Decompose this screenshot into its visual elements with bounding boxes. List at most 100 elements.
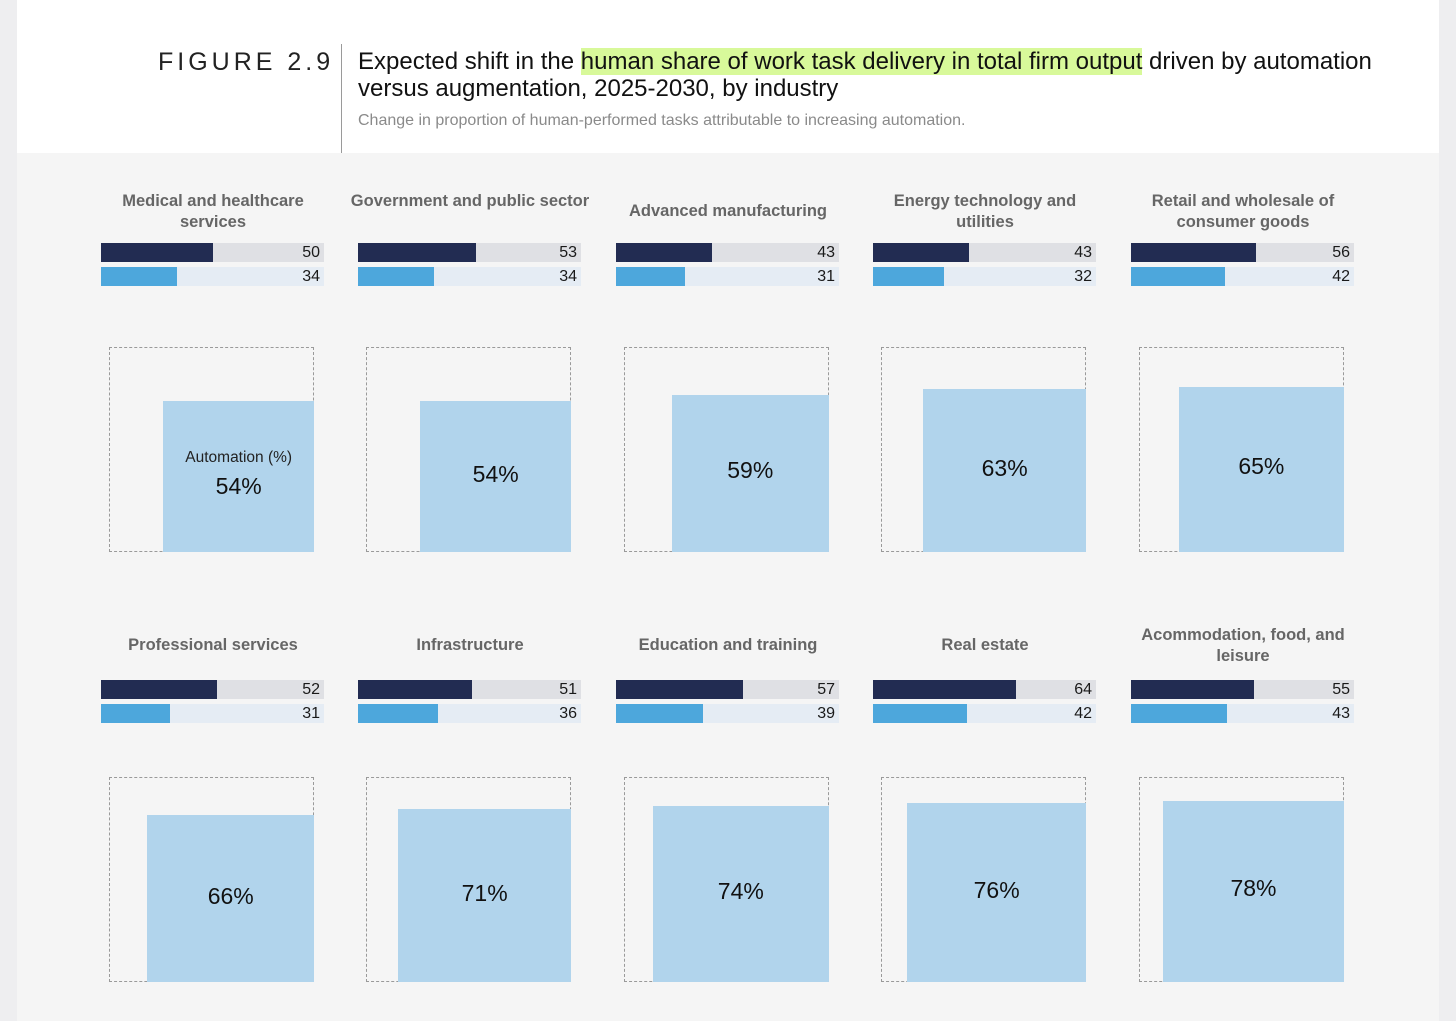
title-part-pre: Expected shift in the <box>358 48 581 75</box>
bar-dark <box>101 680 217 699</box>
automation-box-outline: 74% <box>624 777 829 982</box>
bar-light <box>1131 267 1225 286</box>
automation-box-outline: Automation (%) 54% <box>109 347 314 552</box>
figure-subtitle: Change in proportion of human-performed … <box>358 112 966 129</box>
bar-track-dark: 43 <box>616 243 839 262</box>
title-part-post: driven by automation versus augmentation… <box>358 48 1372 102</box>
bar-value-dark: 43 <box>817 244 835 261</box>
bar-track-light: 31 <box>101 704 324 723</box>
bar-track-dark: 55 <box>1131 680 1354 699</box>
panel-title: Medical and healthcare services <box>122 192 304 231</box>
bar-track-dark: 64 <box>873 680 1096 699</box>
bar-dark <box>1131 243 1256 262</box>
bar-track-dark: 43 <box>873 243 1096 262</box>
bar-value-dark: 55 <box>1332 681 1350 698</box>
automation-square: Automation (%) 54% <box>163 401 314 552</box>
automation-percent: 74% <box>717 877 764 904</box>
bar-track-dark: 53 <box>358 243 581 262</box>
automation-square: 78% <box>1162 800 1344 982</box>
bar-value-light: 32 <box>1074 268 1092 285</box>
chart-grid: Medical and healthcare services 50 34 Autom… <box>17 153 1439 1021</box>
report-page: FIGURE 2.9 Expected shift in the human s… <box>17 0 1439 1021</box>
bar-track-light: 34 <box>358 267 581 286</box>
bar-light <box>101 704 171 723</box>
bar-track-dark: 57 <box>616 680 839 699</box>
bar-track-light: 32 <box>873 267 1096 286</box>
automation-square: 65% <box>1178 386 1344 552</box>
bar-value-light: 31 <box>302 705 320 722</box>
automation-percent: 78% <box>1230 875 1277 902</box>
bar-track-light: 39 <box>616 704 839 723</box>
bar-value-light: 34 <box>302 268 320 285</box>
automation-box-outline: 65% <box>1139 347 1344 552</box>
panel-title: Retail and wholesale of consumer goods <box>1151 192 1335 231</box>
panel-title: Real estate <box>941 636 1029 654</box>
bar-dark <box>1131 680 1254 699</box>
automation-square: 66% <box>147 815 314 982</box>
bar-track-light: 34 <box>101 267 324 286</box>
panel-title: Professional services <box>128 636 298 654</box>
bar-light <box>616 704 703 723</box>
automation-square: 74% <box>652 805 829 982</box>
bar-value-dark: 56 <box>1332 244 1350 261</box>
bar-value-dark: 43 <box>1074 244 1092 261</box>
automation-square: 63% <box>923 389 1086 552</box>
bar-value-dark: 50 <box>302 244 320 261</box>
bar-track-light: 43 <box>1131 704 1354 723</box>
panel-title: Government and public sector <box>350 192 590 210</box>
automation-square: 59% <box>671 394 829 552</box>
bar-dark <box>358 680 472 699</box>
bar-dark <box>873 680 1016 699</box>
automation-percent: 54% <box>215 472 262 499</box>
automation-percent: 63% <box>981 454 1028 481</box>
bar-track-dark: 56 <box>1131 243 1354 262</box>
automation-percent: 59% <box>727 457 774 484</box>
bar-light <box>616 267 686 286</box>
bar-value-light: 31 <box>817 268 835 285</box>
header-divider <box>341 44 342 154</box>
panel-title: Education and training <box>638 636 818 654</box>
bar-value-light: 36 <box>559 705 577 722</box>
title-highlight: human share of work task delivery in tot… <box>580 48 1143 75</box>
bar-value-light: 42 <box>1074 705 1092 722</box>
figure-label: FIGURE 2.9 <box>158 48 335 76</box>
bar-light <box>873 267 945 286</box>
bar-track-dark: 52 <box>101 680 324 699</box>
automation-percent: 54% <box>472 460 519 487</box>
automation-percent: 71% <box>461 879 508 906</box>
bar-light <box>101 267 177 286</box>
bar-track-light: 42 <box>873 704 1096 723</box>
bar-dark <box>101 243 213 262</box>
figure-title: Expected shift in the human share of wor… <box>358 48 1398 102</box>
panel-title: Infrastructure <box>416 636 524 654</box>
automation-square: 76% <box>907 803 1086 982</box>
bar-value-dark: 64 <box>1074 681 1092 698</box>
bar-dark <box>358 243 477 262</box>
automation-square: 54% <box>420 401 571 552</box>
automation-square: 71% <box>398 809 571 982</box>
automation-percent: 76% <box>973 876 1020 903</box>
bar-dark <box>616 680 744 699</box>
bar-value-light: 39 <box>817 705 835 722</box>
bar-track-dark: 51 <box>358 680 581 699</box>
bar-light <box>873 704 967 723</box>
bar-light <box>358 704 439 723</box>
panel-title: Advanced manufacturing <box>628 202 828 220</box>
automation-percent: 66% <box>207 882 254 909</box>
bar-dark <box>873 243 969 262</box>
bar-track-light: 36 <box>358 704 581 723</box>
bar-value-light: 34 <box>559 268 577 285</box>
automation-box-outline: 54% <box>366 347 571 552</box>
bar-light <box>1131 704 1227 723</box>
bar-track-light: 31 <box>616 267 839 286</box>
bar-light <box>358 267 434 286</box>
bar-dark <box>616 243 712 262</box>
panel-title: Energy technology and utilities <box>893 192 1077 231</box>
bar-value-dark: 52 <box>302 681 320 698</box>
panel-title: Acommodation, food, and leisure <box>1141 626 1345 665</box>
bar-track-light: 42 <box>1131 267 1354 286</box>
automation-label: Automation (%) <box>185 448 293 466</box>
bar-value-light: 43 <box>1332 705 1350 722</box>
bar-value-dark: 53 <box>559 244 577 261</box>
automation-box-outline: 66% <box>109 777 314 982</box>
